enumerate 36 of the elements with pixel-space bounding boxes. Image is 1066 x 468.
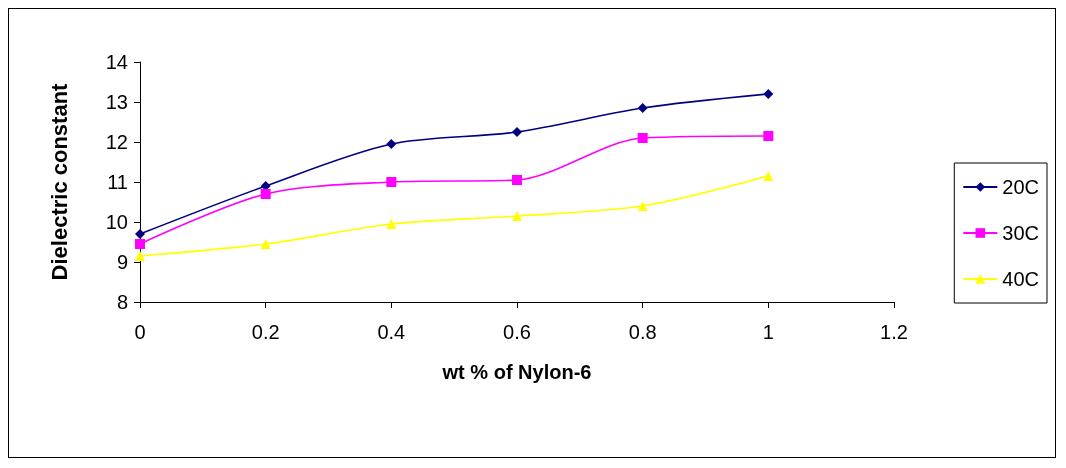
x-tick-label: 1 bbox=[762, 321, 774, 343]
point bbox=[637, 103, 648, 113]
y-tick-label: 14 bbox=[105, 51, 128, 73]
point bbox=[763, 171, 774, 181]
legend-label: 30C bbox=[1002, 222, 1040, 244]
point bbox=[260, 189, 271, 199]
point bbox=[135, 239, 145, 249]
x-tick-label: 0 bbox=[134, 321, 146, 343]
point bbox=[260, 239, 271, 249]
point bbox=[637, 201, 648, 211]
point bbox=[386, 219, 397, 229]
y-axis-title: Dielectric constant bbox=[46, 82, 72, 281]
legend-label: 20C bbox=[1002, 176, 1040, 198]
point bbox=[512, 211, 522, 221]
x-tick-label: 0.8 bbox=[628, 321, 657, 343]
point bbox=[135, 229, 145, 239]
point bbox=[512, 175, 522, 185]
point bbox=[763, 89, 774, 99]
x-tick-label: 1.2 bbox=[880, 321, 908, 343]
x-tick-label: 0.4 bbox=[377, 321, 406, 343]
y-tick-label: 8 bbox=[116, 291, 128, 313]
point bbox=[386, 139, 397, 149]
point bbox=[512, 127, 522, 137]
x-tick-label: 0.2 bbox=[251, 321, 280, 343]
legend-label: 40C bbox=[1002, 268, 1040, 290]
y-tick-label: 9 bbox=[116, 251, 128, 273]
y-tick-label: 12 bbox=[105, 131, 128, 153]
y-tick-label: 11 bbox=[107, 171, 128, 193]
x-axis-title: wt % of Nylon-6 bbox=[441, 361, 592, 383]
point bbox=[763, 131, 774, 141]
point bbox=[135, 251, 145, 261]
x-tick-label: 0.6 bbox=[503, 321, 531, 343]
y-tick-label: 10 bbox=[105, 211, 128, 233]
y-tick-label: 13 bbox=[105, 91, 128, 113]
point bbox=[637, 133, 648, 143]
point bbox=[386, 177, 397, 187]
